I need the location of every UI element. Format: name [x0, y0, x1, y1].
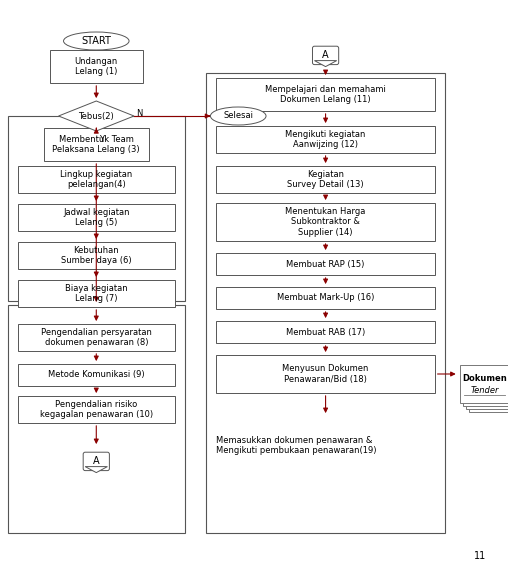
Polygon shape [314, 61, 337, 67]
Text: Dokumen: Dokumen [462, 374, 507, 383]
Text: Pengendalian persyaratan
dokumen penawaran (8): Pengendalian persyaratan dokumen penawar… [41, 328, 152, 347]
FancyBboxPatch shape [18, 242, 175, 269]
FancyBboxPatch shape [217, 321, 435, 343]
FancyBboxPatch shape [217, 287, 435, 309]
Text: Jadwal kegiatan
Lelang (5): Jadwal kegiatan Lelang (5) [63, 208, 130, 227]
Text: A: A [322, 50, 329, 60]
Text: Mempelajari dan memahami
Dokumen Lelang (11): Mempelajari dan memahami Dokumen Lelang … [265, 85, 386, 104]
Text: Membuat RAB (17): Membuat RAB (17) [286, 328, 365, 336]
Polygon shape [58, 101, 134, 131]
Text: Menyusun Dokumen
Penawaran/Bid (18): Menyusun Dokumen Penawaran/Bid (18) [283, 364, 369, 384]
FancyBboxPatch shape [468, 374, 512, 412]
FancyBboxPatch shape [18, 364, 175, 386]
FancyBboxPatch shape [217, 166, 435, 193]
Text: Menentukan Harga
Subkontraktor &
Supplier (14): Menentukan Harga Subkontraktor & Supplie… [285, 207, 366, 237]
Text: Metode Komunikasi (9): Metode Komunikasi (9) [48, 371, 144, 380]
Text: A: A [93, 456, 100, 466]
Ellipse shape [63, 32, 129, 50]
FancyBboxPatch shape [18, 280, 175, 307]
FancyBboxPatch shape [217, 355, 435, 393]
FancyBboxPatch shape [83, 452, 110, 471]
Text: Selesai: Selesai [223, 111, 253, 120]
FancyBboxPatch shape [18, 166, 175, 193]
FancyBboxPatch shape [217, 78, 435, 111]
FancyBboxPatch shape [217, 253, 435, 275]
Text: Mengikuti kegiatan
Aanwijzing (12): Mengikuti kegiatan Aanwijzing (12) [285, 130, 366, 149]
FancyBboxPatch shape [8, 116, 185, 301]
Text: START: START [81, 36, 111, 46]
Text: Y: Y [99, 135, 104, 144]
Text: Kebutuhan
Sumber daya (6): Kebutuhan Sumber daya (6) [61, 246, 132, 265]
FancyBboxPatch shape [217, 126, 435, 153]
Text: Undangan
Lelang (1): Undangan Lelang (1) [75, 57, 118, 76]
FancyBboxPatch shape [44, 128, 149, 161]
Text: Tebus(2): Tebus(2) [78, 111, 114, 120]
Polygon shape [85, 467, 108, 473]
FancyBboxPatch shape [18, 204, 175, 231]
FancyBboxPatch shape [206, 73, 445, 533]
Ellipse shape [210, 107, 266, 125]
FancyBboxPatch shape [8, 305, 185, 533]
Text: Membuat RAP (15): Membuat RAP (15) [286, 259, 365, 268]
Text: Memasukkan dokumen penawaran &
Mengikuti pembukaan penawaran(19): Memasukkan dokumen penawaran & Mengikuti… [217, 436, 377, 456]
Text: Lingkup kegiatan
pelelangan(4): Lingkup kegiatan pelelangan(4) [60, 170, 133, 189]
Text: Kegiatan
Survey Detail (13): Kegiatan Survey Detail (13) [287, 170, 364, 189]
FancyBboxPatch shape [50, 50, 143, 83]
Text: Biaya kegiatan
Lelang (7): Biaya kegiatan Lelang (7) [65, 284, 127, 303]
FancyBboxPatch shape [462, 368, 512, 406]
Text: 11: 11 [474, 551, 486, 561]
FancyBboxPatch shape [465, 371, 512, 409]
FancyBboxPatch shape [460, 365, 509, 403]
FancyBboxPatch shape [312, 46, 338, 65]
Text: Membentuk Team
Pelaksana Lelang (3): Membentuk Team Pelaksana Lelang (3) [52, 135, 140, 154]
Text: N: N [136, 108, 142, 118]
Text: Membuat Mark-Up (16): Membuat Mark-Up (16) [277, 293, 374, 303]
FancyBboxPatch shape [217, 203, 435, 241]
FancyBboxPatch shape [18, 324, 175, 351]
Text: Pengendalian risiko
kegagalan penawaran (10): Pengendalian risiko kegagalan penawaran … [40, 400, 153, 419]
Text: Tender: Tender [470, 387, 499, 395]
FancyBboxPatch shape [18, 396, 175, 423]
